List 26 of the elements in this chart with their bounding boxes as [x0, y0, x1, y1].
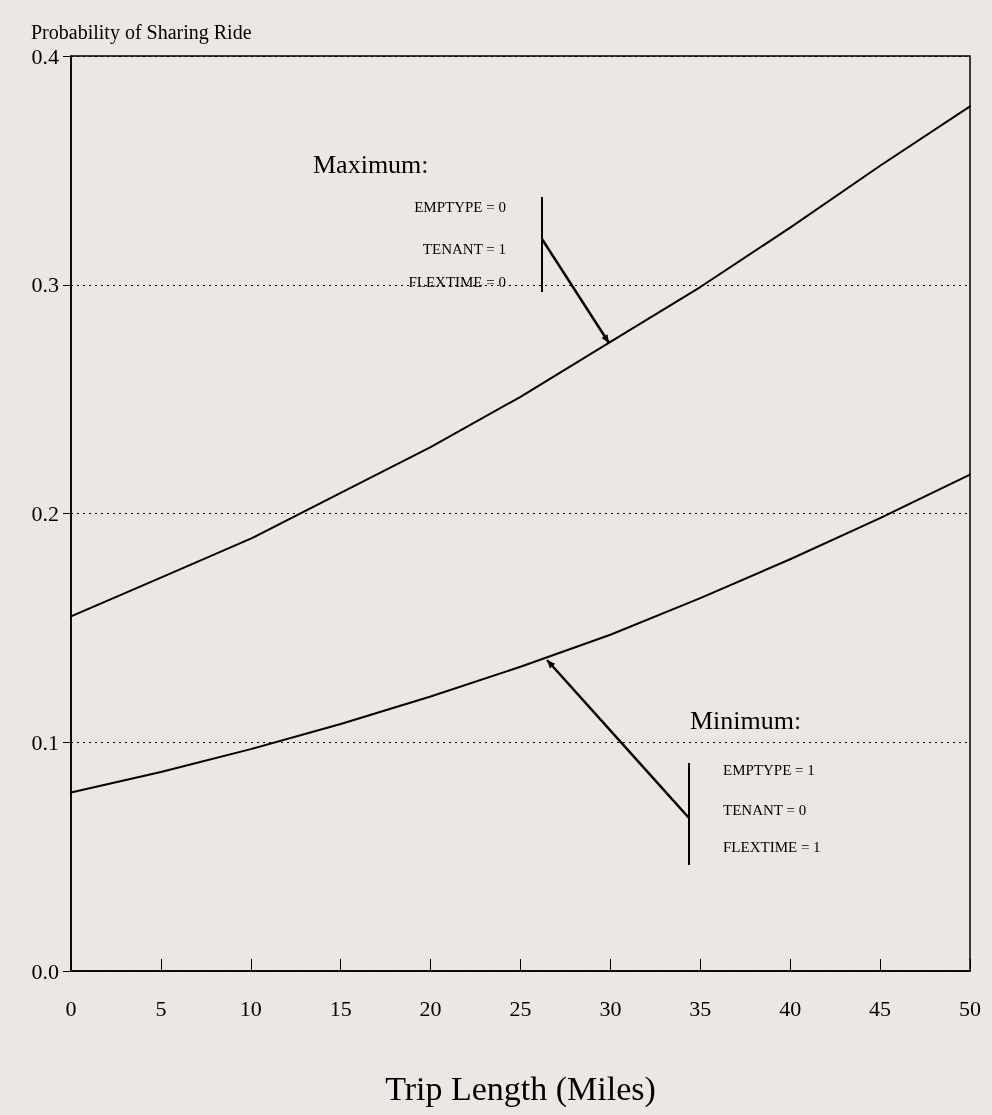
x-tick-label: 20: [419, 995, 442, 1021]
x-tick-label: 15: [329, 995, 352, 1021]
x-tick-label: 35: [689, 995, 712, 1021]
annotation: EMPTYPE = 0: [414, 199, 506, 216]
x-tick-label: 10: [239, 995, 262, 1021]
y-tick-label: 0.1: [31, 729, 59, 755]
annotation: EMPTYPE = 1: [723, 762, 815, 779]
x-tick-label: 40: [779, 995, 802, 1021]
x-tick-label: 30: [599, 995, 622, 1021]
annotation: TENANT = 1: [422, 241, 506, 258]
y-axis-title: Probability of Sharing Ride: [31, 21, 252, 44]
x-tick-label: 5: [155, 995, 167, 1021]
y-tick-label: 0.0: [31, 958, 59, 984]
x-tick-label: 0: [65, 995, 77, 1021]
y-tick-label: 0.2: [31, 501, 59, 526]
annotation: Minimum:: [690, 706, 802, 736]
annotation: FLEXTIME = 0: [408, 274, 506, 291]
annotation: FLEXTIME = 1: [723, 839, 821, 856]
y-tick-label: 0.3: [31, 272, 59, 298]
y-tick-label: 0.4: [31, 43, 59, 69]
x-tick-label: 50: [959, 995, 981, 1021]
x-axis-title: Trip Length (Miles): [385, 1069, 656, 1108]
annotation: Maximum:: [313, 150, 429, 180]
x-tick-label: 45: [869, 995, 892, 1021]
annotation: TENANT = 0: [723, 802, 807, 819]
x-tick-label: 25: [509, 995, 532, 1021]
